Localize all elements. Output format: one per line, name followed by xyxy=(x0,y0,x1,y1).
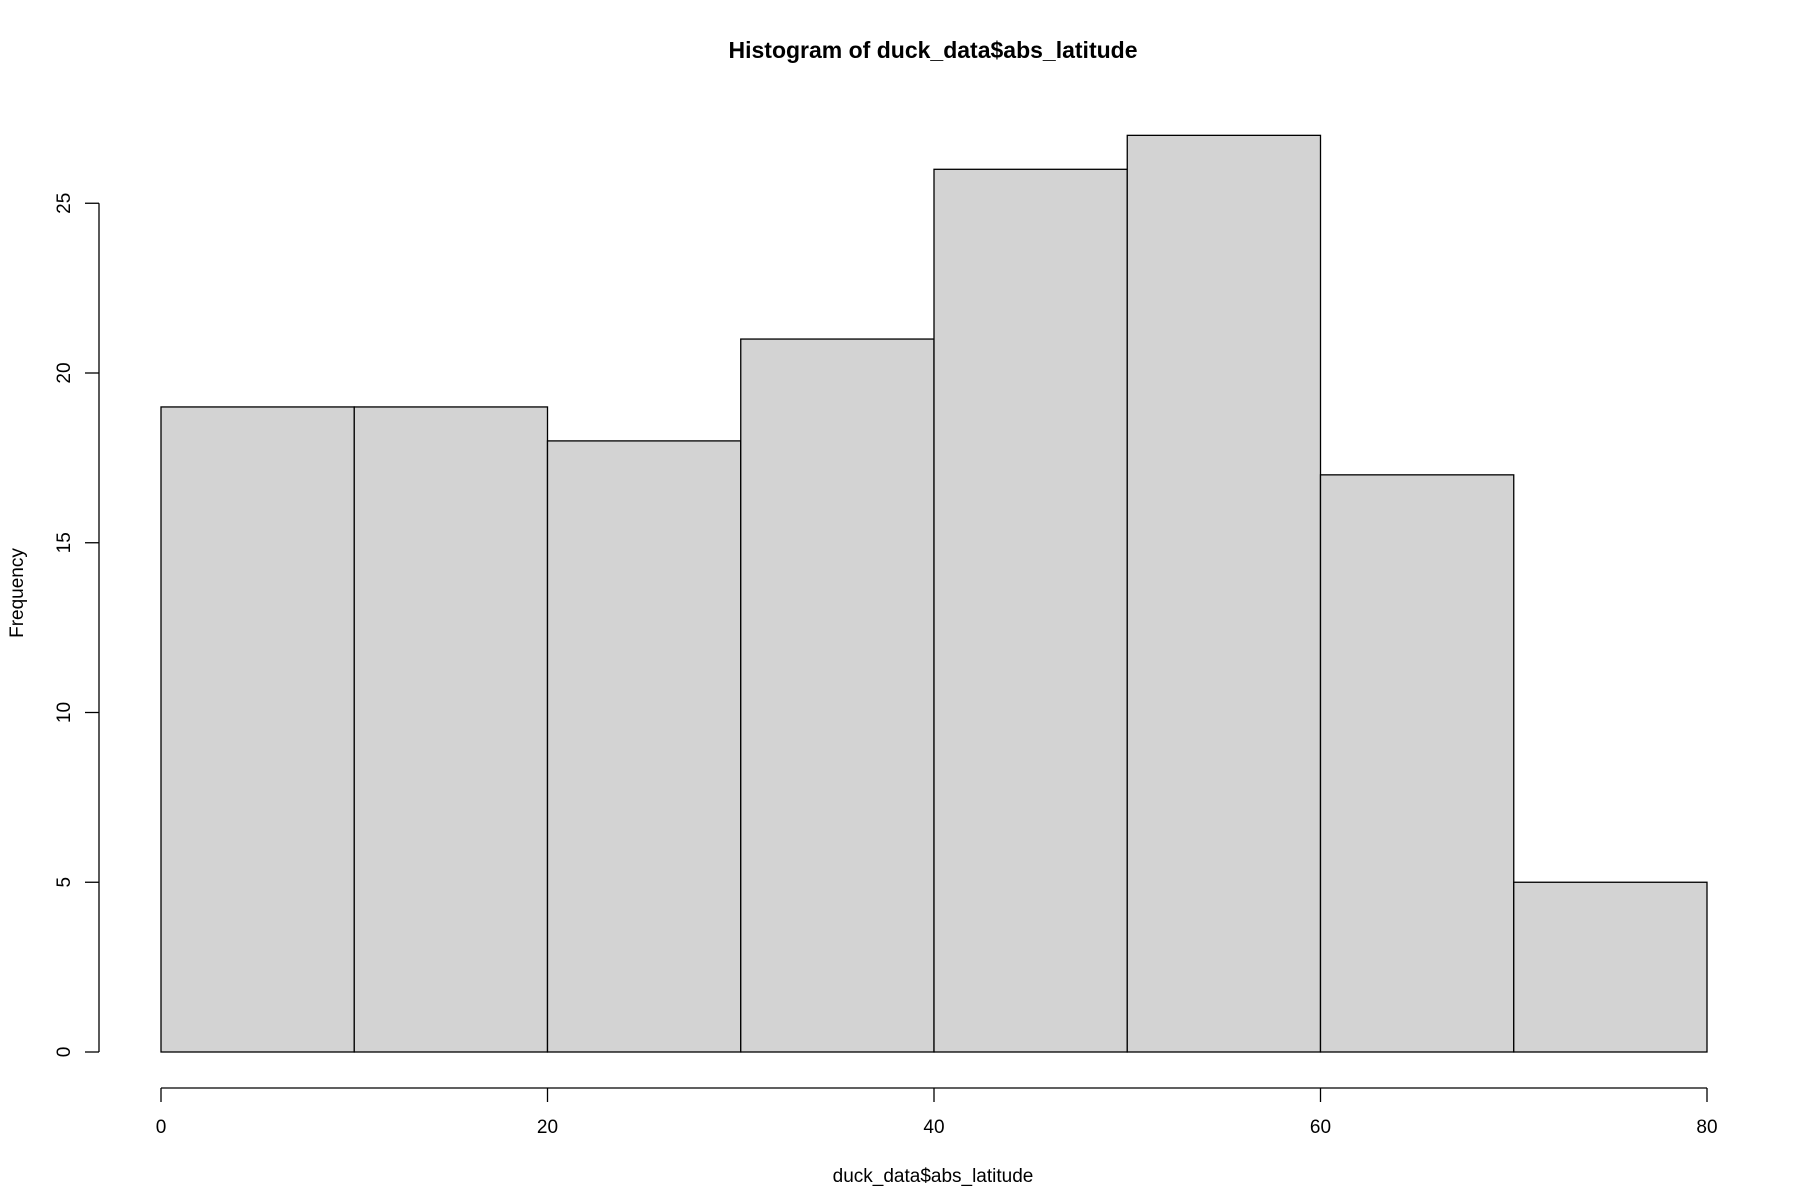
x-tick-label-0: 0 xyxy=(156,1117,167,1138)
x-axis: 0 20 40 60 80 xyxy=(156,1087,1718,1138)
histogram-bar-60-70 xyxy=(1319,474,1515,1053)
y-tick-label-20: 20 xyxy=(54,362,75,383)
bars-layer xyxy=(160,134,1708,1053)
histogram-bar-30-40 xyxy=(740,338,935,1053)
y-tick-label-25: 25 xyxy=(54,193,75,214)
y-tick-label-10: 10 xyxy=(54,702,75,723)
histogram-bar-10-20 xyxy=(353,406,549,1053)
x-tick-label-20: 20 xyxy=(537,1117,558,1138)
y-ticks: 0 5 10 15 20 25 xyxy=(54,193,99,1058)
y-tick-label-15: 15 xyxy=(54,532,75,553)
histogram-bar-20-30 xyxy=(546,440,742,1053)
x-ticks: 0 20 40 60 80 xyxy=(156,1088,1718,1138)
histogram-bar-40-50 xyxy=(933,168,1128,1053)
y-axis: 0 5 10 15 20 25 xyxy=(54,193,100,1058)
y-axis-label: Frequency xyxy=(7,548,28,638)
x-axis-label: duck_data$abs_latitude xyxy=(833,1166,1034,1187)
histogram-bar-0-10 xyxy=(160,406,355,1053)
x-tick-label-80: 80 xyxy=(1696,1117,1717,1138)
y-tick-label-0: 0 xyxy=(54,1047,75,1058)
y-tick-label-5: 5 xyxy=(54,877,75,888)
x-tick-label-40: 40 xyxy=(923,1117,944,1138)
histogram-bar-50-60 xyxy=(1126,134,1322,1053)
histogram-bar-70-80 xyxy=(1513,881,1708,1053)
chart-title: Histogram of duck_data$abs_latitude xyxy=(729,37,1138,63)
x-tick-label-60: 60 xyxy=(1310,1117,1331,1138)
